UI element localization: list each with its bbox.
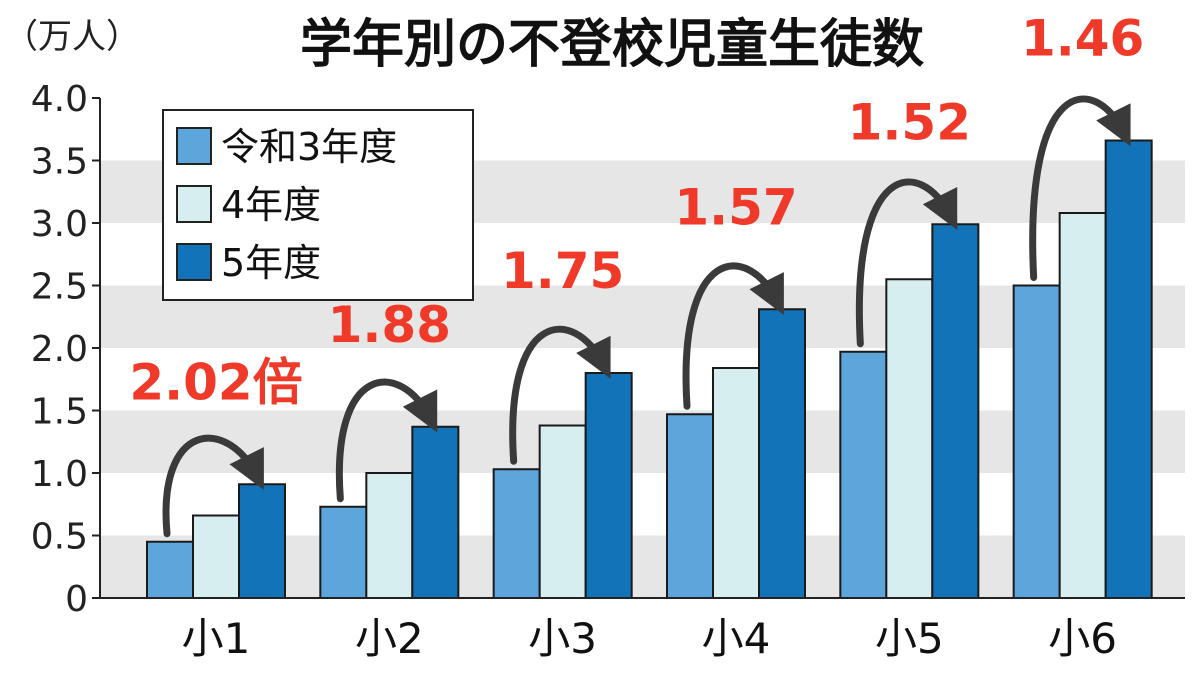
ratio-label-小5: 1.52 bbox=[848, 93, 971, 151]
bar-小3-4年度 bbox=[538, 424, 587, 599]
growth-arrow bbox=[162, 434, 264, 538]
y-tick-label: 0.5 bbox=[31, 517, 88, 558]
ratio-label-小2: 1.88 bbox=[328, 296, 451, 354]
bar-小2-4年度 bbox=[365, 472, 414, 599]
x-tick-label: 小4 bbox=[702, 614, 771, 663]
y-tick-label: 4.0 bbox=[31, 79, 88, 120]
bar-小4-4年度 bbox=[712, 367, 760, 599]
x-tick-label: 小6 bbox=[1048, 614, 1117, 663]
growth-arrow bbox=[335, 378, 438, 503]
bar-小5-令和3年度 bbox=[839, 350, 888, 599]
bar-小3-5年度 bbox=[584, 372, 633, 599]
y-tick-label: 1.5 bbox=[31, 392, 88, 433]
bar-小4-令和3年度 bbox=[666, 413, 714, 599]
y-axis-unit-label: （万人） bbox=[4, 17, 140, 57]
legend-swatch bbox=[176, 185, 212, 223]
x-tick-label: 小5 bbox=[875, 614, 944, 663]
chart-title: 学年別の不登校児童生徒数 bbox=[300, 15, 924, 75]
x-tick-label: 小1 bbox=[182, 614, 251, 663]
y-tick-label: 2.0 bbox=[31, 329, 88, 370]
bar-小6-令和3年度 bbox=[1012, 284, 1061, 599]
growth-arrow bbox=[855, 178, 958, 348]
y-tick-label: 3.0 bbox=[31, 204, 88, 245]
ratio-label-小3: 1.75 bbox=[501, 242, 624, 300]
bar-小3-令和3年度 bbox=[492, 468, 541, 599]
bar-小2-5年度 bbox=[411, 425, 460, 599]
legend-label: 5年度 bbox=[221, 241, 321, 285]
y-tick-label: 1.0 bbox=[31, 454, 88, 495]
bar-小1-4年度 bbox=[192, 514, 240, 599]
bar-小6-4年度 bbox=[1058, 212, 1107, 599]
bar-小1-令和3年度 bbox=[146, 540, 194, 599]
growth-arrow bbox=[682, 262, 784, 410]
legend-swatch bbox=[176, 243, 212, 281]
ratio-label-小1: 2.02倍 bbox=[129, 353, 302, 411]
bar-小4-5年度 bbox=[758, 308, 806, 599]
growth-arrow bbox=[1029, 95, 1131, 281]
bar-小2-令和3年度 bbox=[319, 505, 368, 599]
grid-band bbox=[100, 410, 1185, 473]
bar-小5-4年度 bbox=[885, 278, 934, 599]
y-tick-label: 3.5 bbox=[31, 142, 88, 183]
bar-小6-5年度 bbox=[1104, 139, 1153, 599]
bar-小1-5年度 bbox=[238, 483, 286, 599]
x-tick-label: 小3 bbox=[528, 614, 597, 663]
x-tick-label: 小2 bbox=[355, 614, 424, 663]
ratio-label-小6: 1.46 bbox=[1021, 10, 1144, 68]
y-tick-label: 2.5 bbox=[31, 267, 88, 308]
growth-arrow bbox=[509, 325, 611, 465]
legend-label: 令和3年度 bbox=[221, 125, 397, 169]
legend-label: 4年度 bbox=[221, 183, 321, 227]
bar-小5-5年度 bbox=[931, 223, 980, 599]
legend-box bbox=[162, 109, 474, 301]
legend-swatch bbox=[176, 127, 212, 165]
ratio-label-小4: 1.57 bbox=[674, 178, 797, 236]
y-tick-label: 0 bbox=[65, 579, 88, 620]
